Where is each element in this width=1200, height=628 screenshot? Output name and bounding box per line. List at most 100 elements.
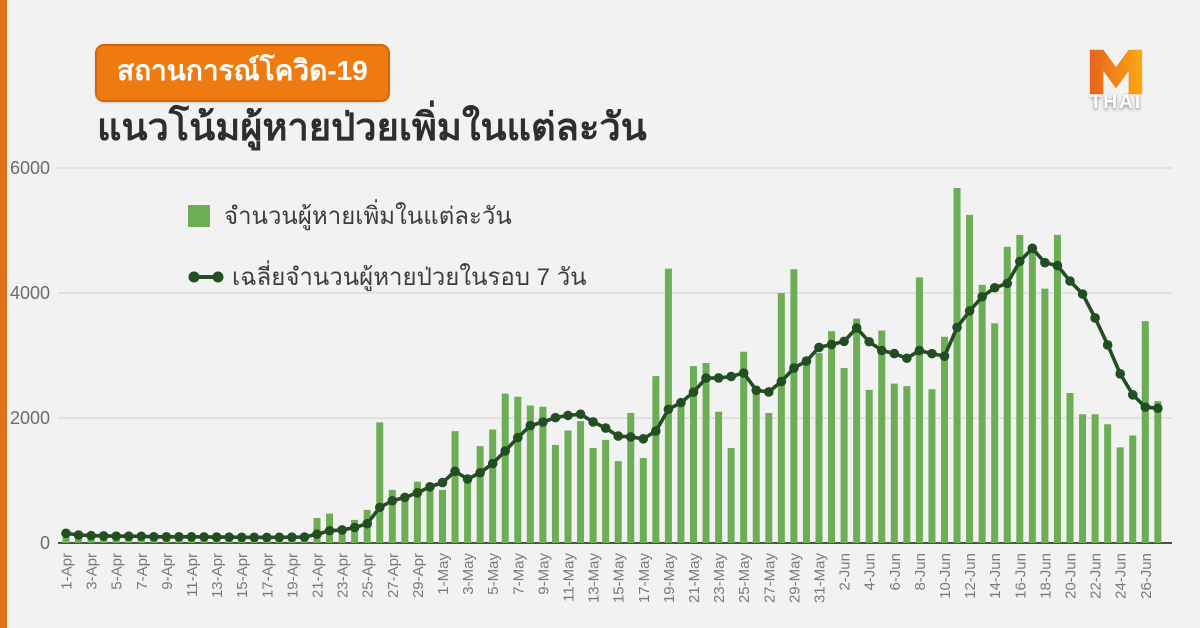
x-tick-label: 17-May: [636, 553, 653, 604]
left-accent-strip: [0, 0, 7, 628]
bar: [1116, 447, 1124, 543]
average-line-dot: [349, 522, 360, 533]
y-tick-label: 0: [40, 533, 50, 553]
average-line-dot: [500, 446, 511, 456]
bar: [928, 389, 936, 543]
average-line-dot: [964, 306, 975, 316]
x-tick-label: 17-Apr: [259, 553, 276, 598]
x-tick-label: 29-May: [786, 553, 803, 604]
bar: [991, 323, 999, 543]
average-line-dot: [312, 529, 322, 539]
average-line-dot: [751, 385, 762, 396]
bar: [489, 429, 497, 543]
x-tick-label: 2-Jun: [837, 553, 854, 591]
average-line-dot: [362, 518, 373, 529]
average-line-dot: [826, 339, 837, 350]
x-tick-label: 15-Apr: [234, 553, 251, 598]
average-line-dot: [462, 474, 473, 484]
legend-item-daily: จำนวนผู้หายเพิ่มในแต่ละวัน: [188, 196, 587, 235]
average-line-dot: [776, 376, 787, 387]
bar: [966, 214, 974, 543]
x-tick-label: 29-Apr: [410, 553, 427, 598]
x-tick-label: 5-May: [485, 553, 502, 595]
legend-item-average: เฉลี่ยจำนวนผู้หายป่วยในรอบ 7 วัน: [188, 257, 587, 296]
bar: [1003, 246, 1011, 543]
x-tick-label: 3-Apr: [84, 553, 101, 590]
header-badge-label: สถานการณ์โควิด-19: [117, 55, 368, 86]
bar: [439, 489, 446, 543]
average-line-dot: [1153, 403, 1163, 414]
average-line-dot: [625, 432, 636, 442]
average-line-dot: [801, 356, 812, 366]
average-line-dot: [839, 336, 849, 347]
x-tick-label: 19-Apr: [284, 553, 301, 598]
average-line-dot: [538, 417, 548, 427]
bar: [62, 533, 70, 543]
average-line-dot: [726, 371, 736, 382]
average-line-dot: [876, 345, 887, 356]
bar: [903, 386, 911, 543]
bar: [338, 531, 346, 543]
average-line-dot: [412, 488, 423, 498]
bar: [526, 405, 534, 543]
bar: [690, 366, 697, 543]
x-tick-label: 15-May: [611, 553, 628, 604]
mthai-logo: THAI: [1083, 46, 1149, 122]
average-line-dot: [61, 528, 71, 539]
average-line-dot: [575, 409, 586, 419]
bar: [802, 362, 810, 543]
chart-legend: จำนวนผู้หายเพิ่มในแต่ละวัน เฉลี่ยจำนวนผู…: [188, 196, 587, 318]
average-line-dot: [287, 532, 297, 542]
bar: [840, 368, 848, 543]
average-line-dot: [1040, 257, 1050, 268]
x-tick-label: 7-Apr: [134, 553, 151, 590]
average-line-dot: [274, 532, 285, 543]
y-tick-label: 2000: [10, 408, 50, 428]
bar: [551, 444, 559, 543]
bar: [1053, 234, 1061, 543]
bar: [564, 430, 572, 543]
average-line-dot: [663, 404, 674, 415]
average-line-dot: [374, 502, 385, 513]
bar: [702, 363, 710, 543]
average-line-dot: [425, 482, 435, 492]
x-tick-label: 8-Jun: [912, 553, 929, 591]
average-line-dot: [400, 492, 410, 503]
x-tick-label: 16-Jun: [1012, 553, 1029, 599]
average-line-dot: [851, 323, 862, 333]
average-line-dot: [249, 532, 260, 543]
average-line-dot: [149, 531, 159, 542]
bar: [514, 396, 522, 543]
x-tick-label: 10-Jun: [937, 553, 954, 599]
bar: [1079, 414, 1087, 543]
bar: [1016, 234, 1024, 543]
average-line-dot: [613, 431, 623, 441]
bar: [1129, 435, 1137, 543]
x-tick-label: 12-Jun: [962, 553, 979, 599]
x-tick-label: 13-May: [586, 553, 603, 604]
average-line-dot: [450, 466, 460, 477]
average-line-dot: [1115, 369, 1125, 379]
bar: [426, 489, 434, 543]
average-line-dot: [224, 532, 234, 542]
x-tick-label: 21-Apr: [310, 553, 327, 598]
x-tick-label: 1-Apr: [59, 553, 76, 590]
average-line-dot: [1002, 278, 1013, 289]
y-tick-label: 6000: [10, 158, 50, 178]
bar: [815, 353, 823, 543]
x-tick-label: 1-May: [435, 553, 452, 595]
x-tick-label: 14-Jun: [987, 553, 1004, 599]
header-badge: สถานการณ์โควิด-19: [95, 44, 390, 102]
bar: [941, 336, 948, 543]
average-line-dot: [1052, 260, 1063, 271]
bar: [677, 401, 685, 543]
average-line-dot: [513, 432, 523, 443]
average-line-dot: [111, 531, 121, 541]
bar: [777, 293, 785, 543]
average-line-dot: [688, 387, 699, 397]
average-line-dot: [563, 410, 573, 421]
bar: [865, 389, 873, 543]
average-line-dot: [1102, 340, 1113, 350]
bar: [765, 413, 773, 543]
average-line-dot: [638, 434, 649, 444]
